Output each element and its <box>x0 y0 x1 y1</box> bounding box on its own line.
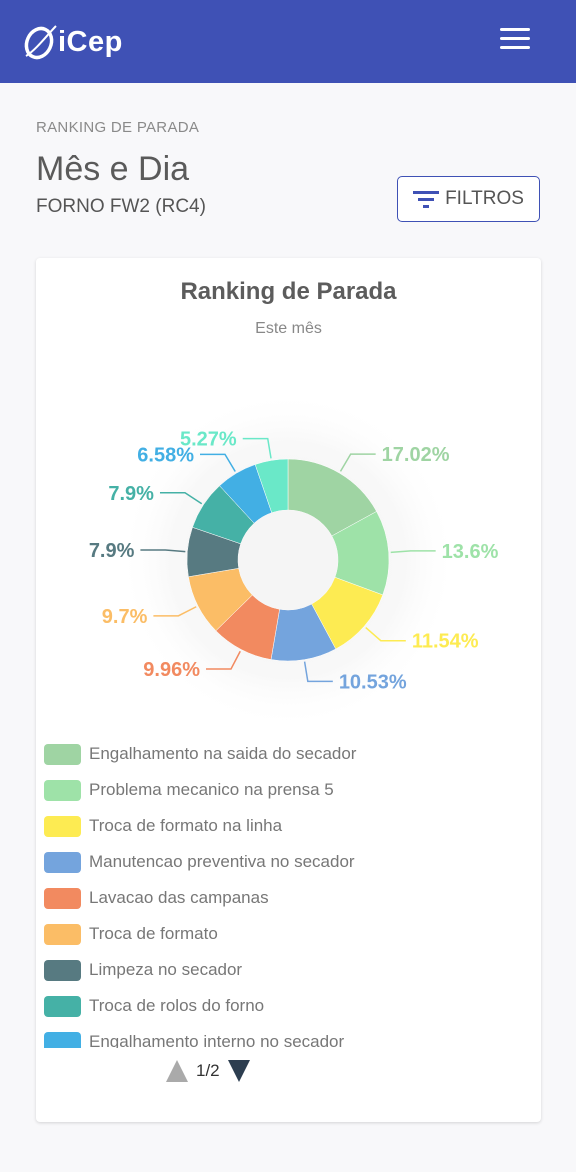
legend-item[interactable]: Manutencao preventiva no secador <box>44 844 524 880</box>
legend-swatch <box>44 995 81 1017</box>
slice-percent-label: 7.9% <box>89 540 135 562</box>
label-leader-line <box>339 453 376 472</box>
filters-button[interactable]: FILTROS <box>397 176 540 222</box>
legend-item[interactable]: Troca de formato na linha <box>44 808 524 844</box>
icep-logo-icon <box>24 25 57 60</box>
legend-label: Troca de formato <box>89 924 218 943</box>
top-app-bar: iCep <box>0 0 576 83</box>
legend-item[interactable]: Lavacao das campanas <box>44 880 524 916</box>
legend-item[interactable]: Problema mecanico na prensa 5 <box>44 772 524 808</box>
page-subtitle: FORNO FW2 (RC4) <box>36 196 206 217</box>
slice-percent-label: 10.53% <box>339 671 407 693</box>
label-leader-line <box>199 453 236 472</box>
legend-pager: 1/2 <box>166 1060 250 1082</box>
legend-label: Engalhamento interno no secador <box>89 1032 345 1048</box>
legend-item[interactable]: Troca de formato <box>44 916 524 952</box>
section-label: RANKING DE PARADA <box>36 119 200 136</box>
label-leader-line <box>159 492 203 505</box>
legend-swatch <box>44 779 81 801</box>
triangle-up-icon[interactable] <box>166 1060 188 1082</box>
legend-swatch <box>44 815 81 837</box>
hamburger-menu-icon[interactable] <box>500 28 534 56</box>
legend-swatch <box>44 923 81 945</box>
filter-icon <box>413 191 440 208</box>
logo-text: iCep <box>58 25 123 58</box>
legend-item[interactable]: Limpeza no secador <box>44 952 524 988</box>
slice-percent-label: 6.58% <box>137 444 194 466</box>
legend-swatch <box>44 851 81 873</box>
legend-item[interactable]: Troca de rolos do forno <box>44 988 524 1024</box>
slice-percent-label: 11.54% <box>412 631 479 653</box>
pager-text: 1/2 <box>196 1061 220 1080</box>
slice-percent-label: 17.02% <box>382 444 450 466</box>
card-title: Ranking de Parada <box>180 278 397 305</box>
slice-percent-label: 13.6% <box>442 541 499 563</box>
donut-chart: 17.02% 13.6% 11.54%10.53% 9.96% 9.7% 7.9% 7.9%… <box>89 390 499 728</box>
filters-button-label: FILTROS <box>445 188 524 209</box>
label-leader-line <box>153 606 197 617</box>
label-leader-line <box>390 550 436 554</box>
slice-percent-label: 7.9% <box>108 483 154 505</box>
label-leader-line <box>303 661 333 683</box>
legend-swatch <box>44 743 81 765</box>
app-logo[interactable]: iCep <box>22 20 123 64</box>
legend-item[interactable]: Engalhamento interno no secador <box>44 1024 524 1048</box>
label-leader-line <box>205 650 241 670</box>
legend-label: Troca de formato na linha <box>89 816 283 835</box>
legend-label: Lavacao das campanas <box>89 888 269 907</box>
legend-label: Problema mecanico na prensa 5 <box>89 780 334 799</box>
triangle-down-icon[interactable] <box>227 1060 250 1082</box>
slice-percent-label: 5.27% <box>180 429 237 451</box>
legend-item[interactable]: Engalhamento na saida do secador <box>44 736 524 772</box>
legend-label: Limpeza no secador <box>89 960 243 979</box>
label-leader-line <box>242 437 272 459</box>
legend-label: Engalhamento na saida do secador <box>89 744 357 763</box>
page-title: Mês e Dia <box>36 150 190 188</box>
legend-label: Manutencao preventiva no secador <box>89 852 355 871</box>
legend-swatch <box>44 1031 81 1048</box>
legend-swatch <box>44 959 81 981</box>
label-leader-line <box>365 627 406 642</box>
legend-swatch <box>44 887 81 909</box>
slice-percent-label: 9.96% <box>143 659 200 681</box>
label-leader-line <box>140 549 186 553</box>
donut-hole <box>238 510 338 610</box>
chart-legend: Engalhamento na saida do secador Problema… <box>44 736 524 1048</box>
legend-label: Troca de rolos do forno <box>89 996 265 1015</box>
ranking-card: Ranking de Parada Este mês 17.02% 13.6% 11… <box>36 258 541 1122</box>
slice-percent-label: 9.7% <box>102 606 148 628</box>
card-subtitle: Este mês <box>255 320 322 337</box>
